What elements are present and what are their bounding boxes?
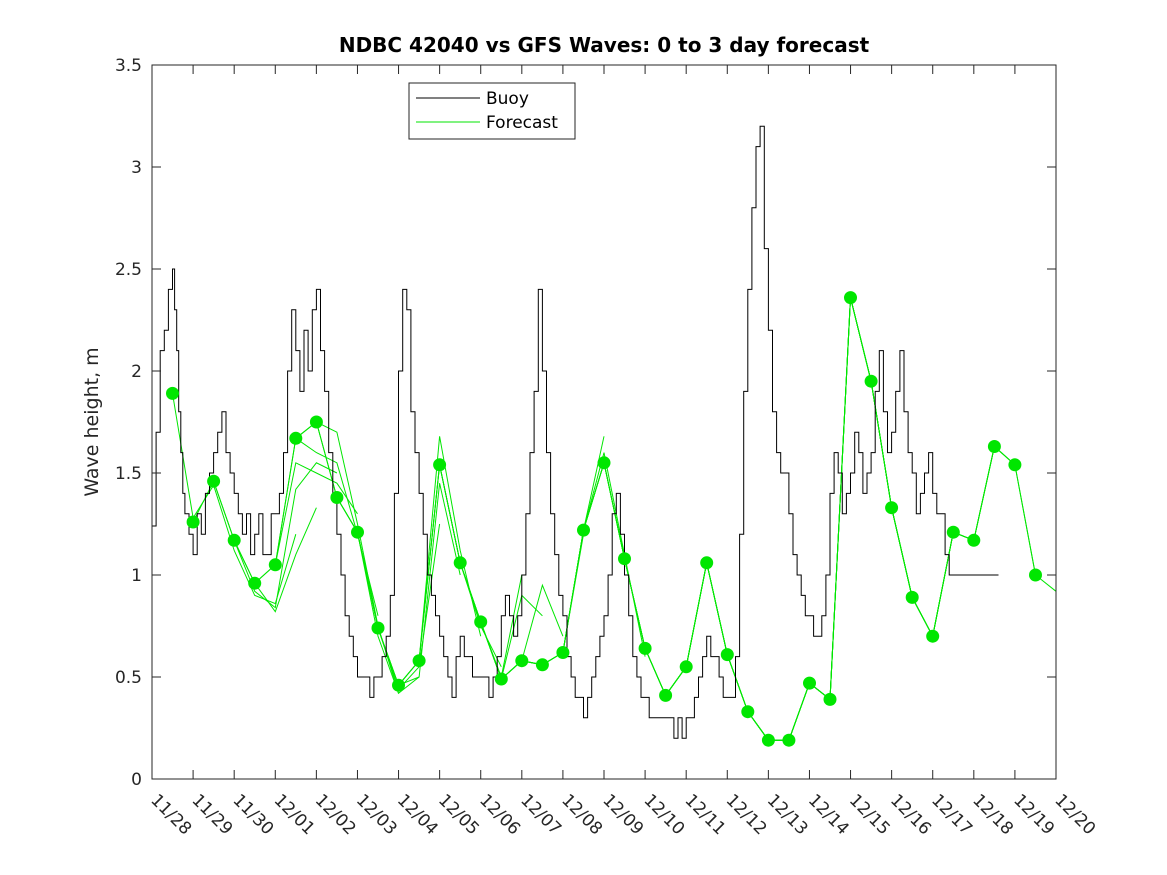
forecast-point [1029,568,1042,582]
forecast-point [761,733,775,747]
y-tick-label: 0 [131,770,142,790]
legend-forecast-label: Forecast [486,113,558,133]
chart-title: NDBC 42040 vs GFS Waves: 0 to 3 day fore… [339,33,870,57]
forecast-point [885,501,899,515]
forecast-point [782,733,796,747]
y-tick-label: 1 [131,566,142,586]
forecast-points-group [166,291,1042,747]
forecast-point [987,440,1001,453]
forecast-point [392,678,405,692]
y-tick-label: 3.5 [115,56,142,76]
forecast-point [1008,458,1022,472]
y-tick-label: 1.5 [115,464,142,484]
forecast-point [720,648,734,662]
forecast-point [905,590,919,604]
buoy-line [152,125,999,739]
y-axis-label: Wave height, m [81,347,103,496]
forecast-point [412,654,426,668]
forecast-point [309,415,323,429]
y-tick-label: 2 [131,362,142,382]
forecast-point [433,458,447,472]
forecast-point [638,641,652,655]
forecast-point [535,658,549,672]
forecast-point [700,556,714,570]
buoy-series-group [152,125,999,739]
forecast-point [967,533,981,547]
legend-buoy-label: Buoy [486,89,529,109]
y-tick-label: 2.5 [115,260,142,280]
legend: Buoy Forecast [408,82,576,140]
forecast-point [207,474,221,488]
forecast-point [248,576,262,590]
forecast-point [946,525,960,539]
forecast-point [289,431,303,445]
legend-box [408,82,576,140]
forecast-point [166,386,179,400]
forecast-point [556,646,570,659]
forecast-point [926,629,940,643]
forecast-point [351,525,364,539]
forecast-point [659,688,673,702]
forecast-point [679,660,693,674]
y-axis-ticks: 0 0.5 1 1.5 2 2.5 3 3.5 [115,56,1056,790]
forecast-point [474,615,488,629]
forecast-point [823,692,837,706]
forecast-point [453,556,467,570]
forecast-point [371,621,385,635]
forecast-point [577,523,590,537]
forecast-point [741,705,755,719]
forecast-point [803,676,816,690]
plot-area [152,65,1056,779]
forecast-point [330,491,344,504]
forecast-point [515,654,529,668]
y-tick-label: 3 [131,158,142,178]
forecast-point [494,672,508,686]
forecast-point [618,552,631,566]
forecast-point [844,291,857,305]
forecast-point [186,515,200,529]
forecast-point [268,558,282,572]
forecast-point [864,374,878,388]
y-tick-label: 0.5 [115,668,142,688]
forecast-point [227,533,241,547]
forecast-point [597,456,611,470]
